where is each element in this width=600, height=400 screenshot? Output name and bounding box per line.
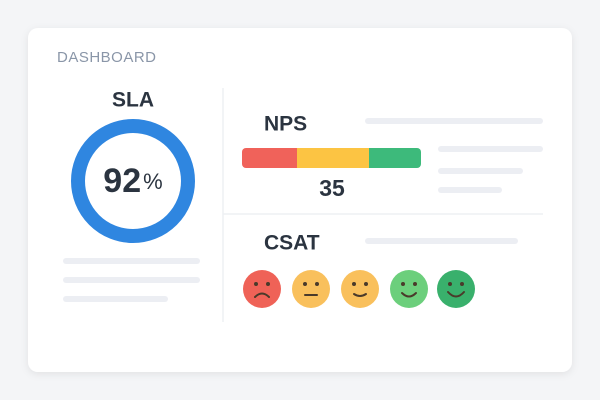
face-very-happy [437, 270, 475, 308]
nps-segment [242, 148, 297, 168]
placeholder [438, 146, 543, 152]
nps-title: NPS [264, 113, 307, 136]
placeholder [63, 296, 168, 302]
placeholder [438, 168, 523, 174]
nps-segment [369, 148, 421, 168]
sla-value: 92% [103, 162, 162, 200]
nps-segment [297, 148, 369, 168]
header-title: DASHBOARD [57, 49, 157, 66]
face-neutral [341, 270, 379, 308]
nps-bar [242, 148, 421, 168]
card [28, 28, 572, 372]
placeholder [365, 118, 543, 124]
sla-unit: % [143, 169, 163, 194]
face-unhappy [292, 270, 330, 308]
sla-title: SLA [112, 89, 154, 112]
placeholder [365, 238, 518, 244]
nps-value: 35 [319, 175, 345, 201]
csat-title: CSAT [264, 232, 320, 255]
placeholder [63, 277, 200, 283]
face-happy [390, 270, 428, 308]
sla-number: 92 [103, 162, 141, 200]
placeholder [63, 258, 200, 264]
face-very-unhappy [243, 270, 281, 308]
sla-ring [71, 119, 195, 243]
placeholder [438, 187, 502, 193]
